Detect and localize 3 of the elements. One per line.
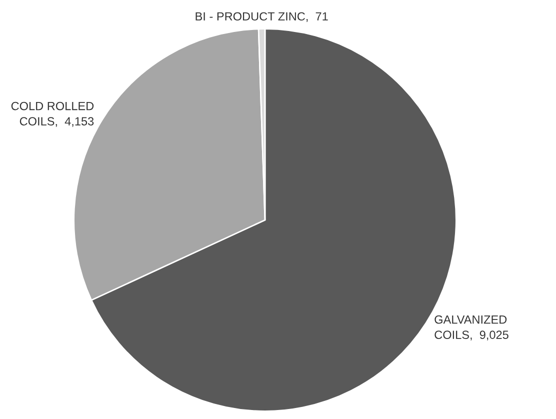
slice-label: GALVANIZED COILS, 9,025 — [434, 315, 508, 340]
slice-label: BI - PRODUCT ZINC, 71 — [196, 12, 328, 22]
slice-label: COLD ROLLED COILS, 4,153 — [11, 102, 94, 127]
